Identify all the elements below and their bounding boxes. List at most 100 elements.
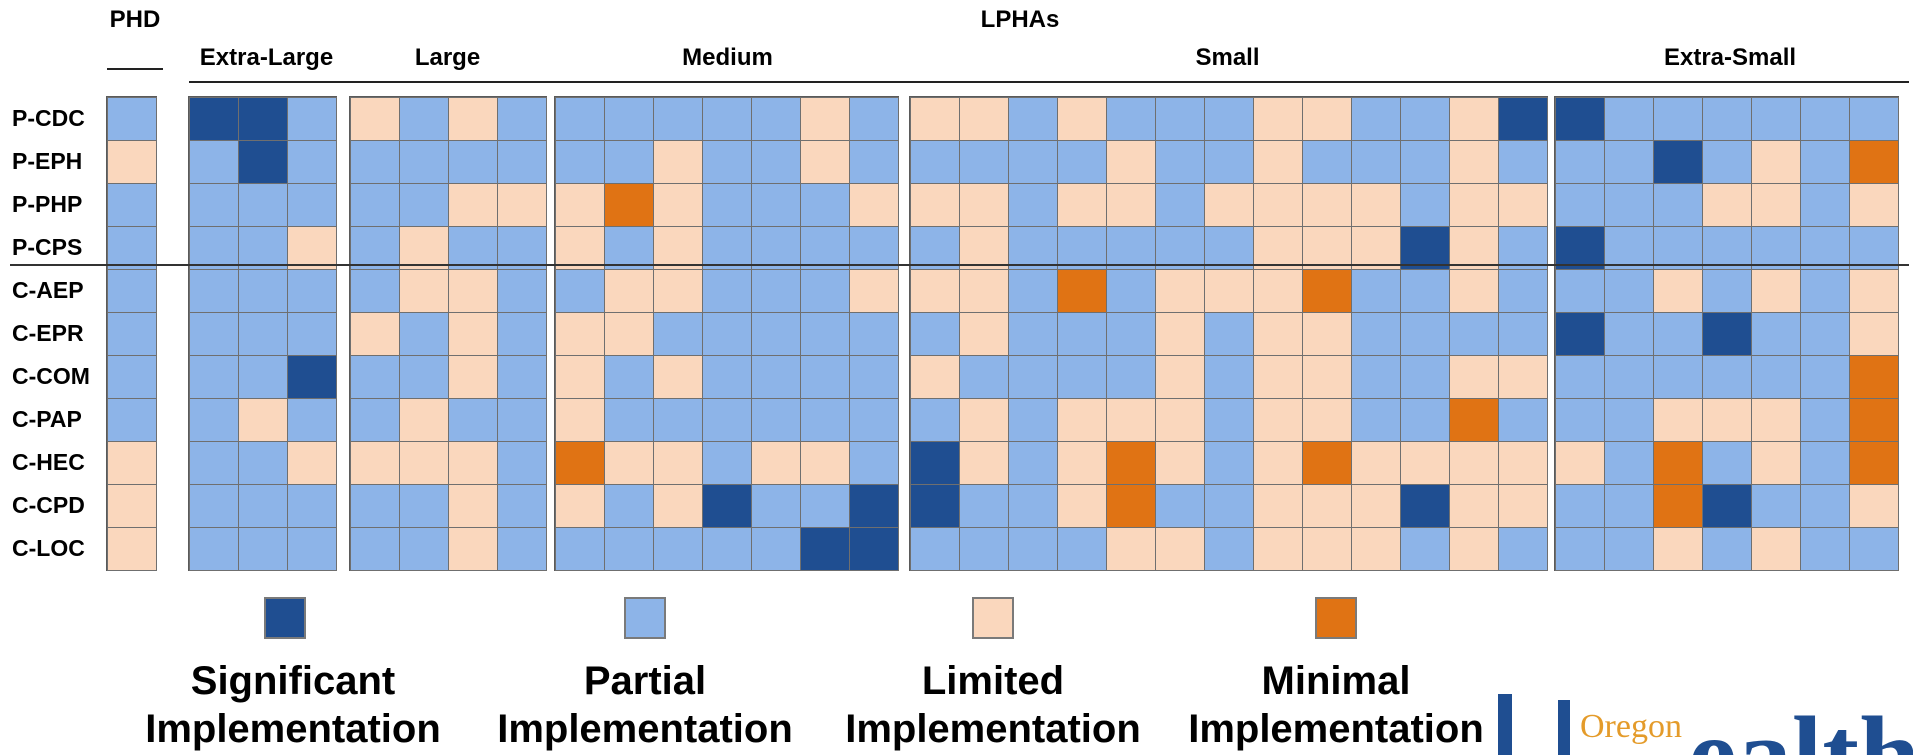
heatmap-cell <box>1653 355 1703 399</box>
heatmap-cell <box>1849 140 1899 184</box>
heatmap-cell <box>1253 527 1303 571</box>
heatmap-cell <box>1400 398 1450 442</box>
heatmap-cell <box>448 484 498 528</box>
heatmap-cell <box>1800 183 1850 227</box>
heatmap-cell <box>1302 226 1352 270</box>
heatmap-cell <box>1057 140 1107 184</box>
heatmap-cell <box>238 355 288 399</box>
heatmap-cell <box>1351 269 1401 313</box>
heatmap-cell <box>1653 183 1703 227</box>
heatmap-cell <box>1498 527 1548 571</box>
heatmap-cell <box>849 484 899 528</box>
heatmap-cell <box>1751 441 1801 485</box>
heatmap-cell <box>604 527 654 571</box>
heatmap-cell <box>1653 527 1703 571</box>
row-label-c-hec: C-HEC <box>12 449 85 475</box>
heatmap-cell <box>189 140 239 184</box>
heatmap-cell <box>238 398 288 442</box>
heatmap-cell <box>1253 183 1303 227</box>
heatmap-cell <box>1449 484 1499 528</box>
heatmap-cell <box>1800 398 1850 442</box>
heatmap-cell <box>751 183 801 227</box>
heatmap-cell <box>849 97 899 141</box>
heatmap-cell <box>1498 183 1548 227</box>
heatmap-cell <box>1253 140 1303 184</box>
row-label-p-php: P-PHP <box>12 191 83 217</box>
heatmap-cell <box>1351 312 1401 356</box>
heatmap-cell <box>1302 269 1352 313</box>
heatmap-cell <box>1008 441 1058 485</box>
heatmap-cell <box>849 398 899 442</box>
row-label-c-loc: C-LOC <box>12 535 85 561</box>
heatmap-cell <box>910 441 960 485</box>
heatmap-cell <box>849 140 899 184</box>
heatmap-cell <box>751 355 801 399</box>
row-label-p-cps: P-CPS <box>12 234 83 260</box>
heatmap-cell <box>1604 97 1654 141</box>
heatmap-cell <box>1008 183 1058 227</box>
heatmap-cell <box>1400 527 1450 571</box>
group-header-large: Large <box>414 44 481 71</box>
heatmap-cell <box>1057 226 1107 270</box>
heatmap-cell <box>448 441 498 485</box>
heatmap-cell <box>1155 226 1205 270</box>
heatmap-cell <box>1400 312 1450 356</box>
heatmap-cell <box>107 97 157 141</box>
heatmap-cell <box>800 269 850 313</box>
heatmap-cell <box>849 441 899 485</box>
heatmap-cell <box>497 441 547 485</box>
heatmap-cell <box>849 183 899 227</box>
heatmap-cell <box>1800 355 1850 399</box>
heatmap-cell <box>1253 97 1303 141</box>
heatmap-cell <box>1057 97 1107 141</box>
heatmap-cell <box>287 441 337 485</box>
heatmap-cell <box>399 140 449 184</box>
heatmap-cell <box>1057 183 1107 227</box>
heatmap-cell <box>1351 183 1401 227</box>
heatmap-cell <box>604 355 654 399</box>
heatmap-cell <box>959 527 1009 571</box>
heatmap-cell <box>1702 398 1752 442</box>
heatmap-cell <box>1449 355 1499 399</box>
heatmap-cell <box>1702 527 1752 571</box>
heatmap-cell <box>1653 312 1703 356</box>
heatmap-cell <box>604 398 654 442</box>
heatmap-cell <box>1400 269 1450 313</box>
heatmap-cell <box>751 441 801 485</box>
legend-label-partial: Partial <box>583 659 707 703</box>
heatmap-cell <box>107 441 157 485</box>
heatmap-cell <box>555 527 605 571</box>
heatmap-cell <box>1555 183 1605 227</box>
heatmap-cell <box>800 312 850 356</box>
heatmap-cell <box>1106 527 1156 571</box>
heatmap-cell <box>350 441 400 485</box>
heatmap-cell <box>1498 269 1548 313</box>
heatmap-cell <box>1800 527 1850 571</box>
heatmap-cell <box>1751 226 1801 270</box>
heatmap-cell <box>448 97 498 141</box>
heatmap-cell <box>1604 269 1654 313</box>
logo-word-ealth: ealth <box>1688 700 1913 755</box>
row-label-c-epr: C-EPR <box>12 320 84 346</box>
heatmap-cell <box>1751 484 1801 528</box>
heatmap-cell <box>1106 441 1156 485</box>
heatmap-cell <box>238 140 288 184</box>
heatmap-cell <box>1498 140 1548 184</box>
heatmap-cell <box>399 484 449 528</box>
heatmap-cell <box>1302 312 1352 356</box>
heatmap-cell <box>399 97 449 141</box>
heatmap-cell <box>399 441 449 485</box>
heatmap-cell <box>399 269 449 313</box>
heatmap-cell <box>1351 527 1401 571</box>
heatmap-cell <box>448 312 498 356</box>
heatmap-cell <box>1498 312 1548 356</box>
heatmap-cell <box>1449 140 1499 184</box>
heatmap-cell <box>1449 527 1499 571</box>
heatmap-cell <box>1449 441 1499 485</box>
heatmap-cell <box>653 183 703 227</box>
heatmap-cell <box>1800 269 1850 313</box>
heatmap-cell <box>1849 441 1899 485</box>
heatmap-cell <box>1604 140 1654 184</box>
heatmap-cell <box>1106 312 1156 356</box>
heatmap-cell <box>107 527 157 571</box>
